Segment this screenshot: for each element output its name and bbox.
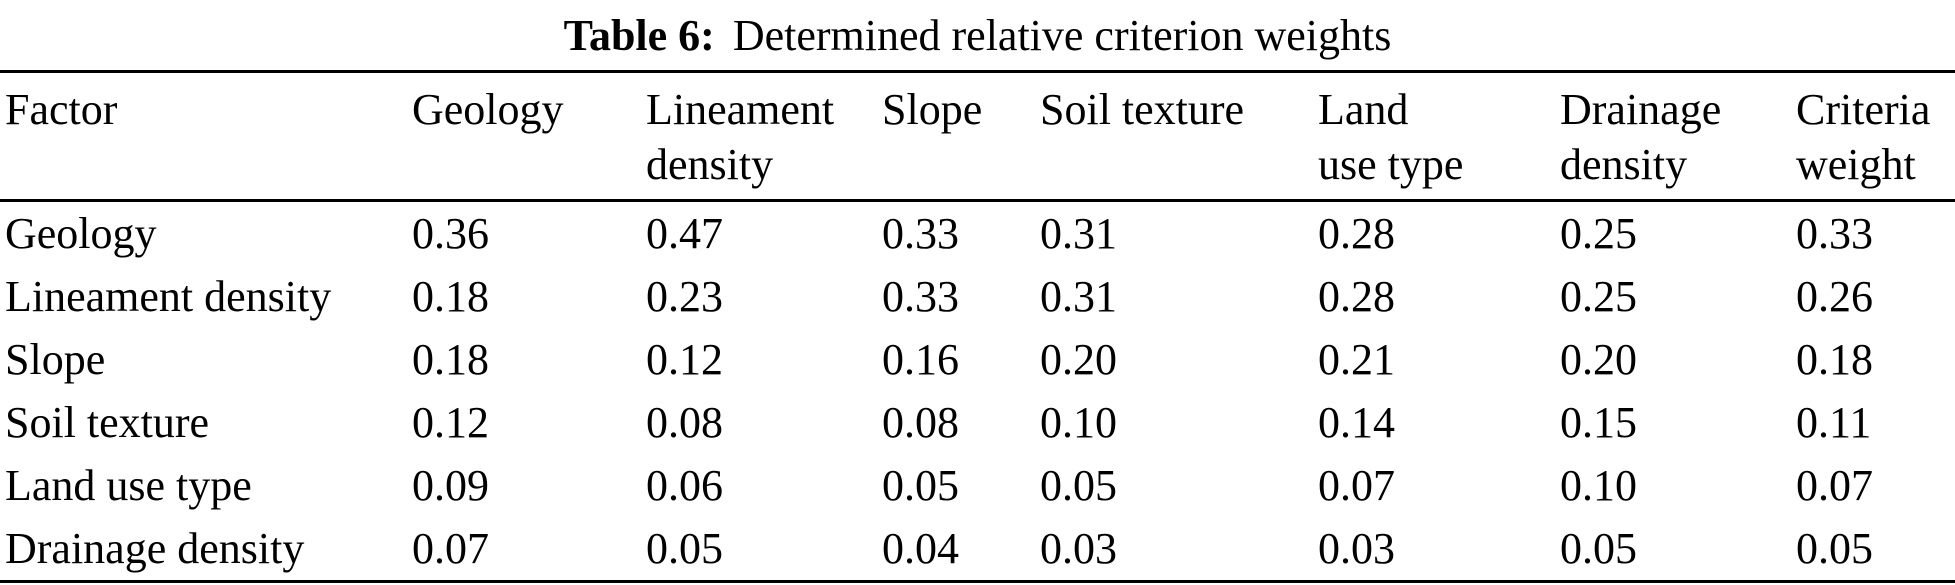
value-cell: 0.14 bbox=[1318, 398, 1395, 447]
column-header-line: density bbox=[1560, 140, 1688, 189]
value-cell: 0.18 bbox=[412, 272, 489, 321]
value-cell: 0.36 bbox=[412, 209, 489, 258]
value-cell: 0.47 bbox=[646, 209, 723, 258]
table-row-drainage-density: Drainage density 0.07 0.05 0.04 0.03 0.0… bbox=[0, 517, 1955, 582]
value-cell: 0.25 bbox=[1560, 272, 1637, 321]
value-cell: 0.05 bbox=[882, 461, 959, 510]
column-header-slope: Slope bbox=[882, 71, 1040, 202]
factor-cell: Drainage density bbox=[5, 524, 305, 573]
column-header-soil-texture: Soil texture bbox=[1040, 71, 1318, 202]
value-cell: 0.07 bbox=[1318, 461, 1395, 510]
value-cell: 0.04 bbox=[882, 524, 959, 573]
factor-cell: Slope bbox=[5, 335, 106, 384]
column-header-factor: Factor bbox=[0, 71, 412, 202]
table-caption: Table 6: Determined relative criterion we… bbox=[0, 0, 1955, 70]
caption-text: Determined relative criterion weights bbox=[732, 11, 1392, 60]
column-header-line: Drainage bbox=[1560, 85, 1722, 134]
value-cell: 0.25 bbox=[1560, 209, 1637, 258]
value-cell: 0.31 bbox=[1040, 272, 1117, 321]
value-cell: 0.03 bbox=[1040, 524, 1117, 573]
value-cell: 0.23 bbox=[646, 272, 723, 321]
table-row-geology: Geology 0.36 0.47 0.33 0.31 0.28 0.25 0.… bbox=[0, 201, 1955, 266]
value-cell: 0.06 bbox=[646, 461, 723, 510]
value-cell: 0.07 bbox=[412, 524, 489, 573]
column-header-line: Soil texture bbox=[1040, 85, 1245, 134]
value-cell: 0.05 bbox=[646, 524, 723, 573]
factor-cell: Lineament density bbox=[5, 272, 332, 321]
table-row-soil-texture: Soil texture 0.12 0.08 0.08 0.10 0.14 0.… bbox=[0, 391, 1955, 454]
value-cell: 0.21 bbox=[1318, 335, 1395, 384]
factor-cell: Land use type bbox=[5, 461, 252, 510]
column-header-line: use type bbox=[1318, 140, 1464, 189]
value-cell: 0.03 bbox=[1318, 524, 1395, 573]
value-cell: 0.28 bbox=[1318, 272, 1395, 321]
column-header-line: weight bbox=[1796, 140, 1916, 189]
caption-label: Table 6: bbox=[563, 11, 715, 60]
value-cell: 0.12 bbox=[646, 335, 723, 384]
value-cell: 0.05 bbox=[1560, 524, 1637, 573]
value-cell: 0.28 bbox=[1318, 209, 1395, 258]
column-header-lineament-density: Lineament density bbox=[646, 71, 882, 202]
value-cell: 0.10 bbox=[1040, 398, 1117, 447]
value-cell: 0.20 bbox=[1040, 335, 1117, 384]
column-header-line: Geology bbox=[412, 85, 564, 134]
value-cell: 0.15 bbox=[1560, 398, 1637, 447]
value-cell: 0.05 bbox=[1040, 461, 1117, 510]
table-row-lineament-density: Lineament density 0.18 0.23 0.33 0.31 0.… bbox=[0, 265, 1955, 328]
column-header-line: Slope bbox=[882, 85, 983, 134]
column-header-geology: Geology bbox=[412, 71, 646, 202]
value-cell: 0.07 bbox=[1796, 461, 1873, 510]
table-row-slope: Slope 0.18 0.12 0.16 0.20 0.21 0.20 0.18 bbox=[0, 328, 1955, 391]
header-row: Factor Geology Lineament density Slope S… bbox=[0, 71, 1955, 202]
value-cell: 0.18 bbox=[1796, 335, 1873, 384]
column-header-line: Criteria bbox=[1796, 85, 1931, 134]
value-cell: 0.09 bbox=[412, 461, 489, 510]
factor-cell: Geology bbox=[5, 209, 157, 258]
column-header-line: Factor bbox=[5, 85, 118, 134]
column-header-line: Land bbox=[1318, 85, 1409, 134]
criterion-weights-table: Factor Geology Lineament density Slope S… bbox=[0, 70, 1955, 583]
value-cell: 0.10 bbox=[1560, 461, 1637, 510]
column-header-land-use-type: Land use type bbox=[1318, 71, 1560, 202]
value-cell: 0.33 bbox=[1796, 209, 1873, 258]
value-cell: 0.26 bbox=[1796, 272, 1873, 321]
column-header-line: density bbox=[646, 140, 774, 189]
value-cell: 0.08 bbox=[646, 398, 723, 447]
table-row-land-use-type: Land use type 0.09 0.06 0.05 0.05 0.07 0… bbox=[0, 454, 1955, 517]
value-cell: 0.33 bbox=[882, 272, 959, 321]
value-cell: 0.16 bbox=[882, 335, 959, 384]
value-cell: 0.33 bbox=[882, 209, 959, 258]
value-cell: 0.11 bbox=[1796, 398, 1872, 447]
column-header-drainage-density: Drainage density bbox=[1560, 71, 1796, 202]
value-cell: 0.05 bbox=[1796, 524, 1873, 573]
value-cell: 0.18 bbox=[412, 335, 489, 384]
column-header-criteria-weight: Criteria weight bbox=[1796, 71, 1955, 202]
value-cell: 0.08 bbox=[882, 398, 959, 447]
column-header-line: Lineament bbox=[646, 85, 835, 134]
factor-cell: Soil texture bbox=[5, 398, 210, 447]
value-cell: 0.20 bbox=[1560, 335, 1637, 384]
value-cell: 0.31 bbox=[1040, 209, 1117, 258]
value-cell: 0.12 bbox=[412, 398, 489, 447]
